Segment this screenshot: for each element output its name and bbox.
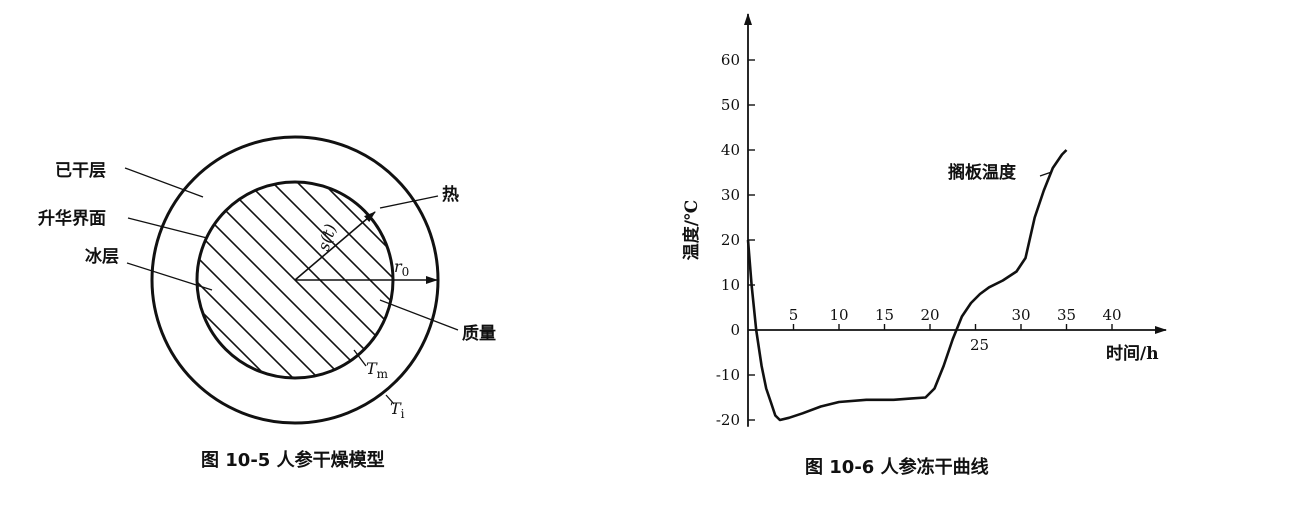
- x-tick-label: 5: [789, 306, 799, 324]
- caption-figure-10-5: 图 10-5 人参干燥模型: [201, 449, 385, 471]
- origin-label: 0: [730, 321, 740, 339]
- y-tick-label: -20: [716, 411, 740, 429]
- label-tm: Tm: [366, 359, 389, 381]
- leader-dry-layer: [124, 167, 204, 198]
- x-tick-label: 15: [875, 306, 894, 324]
- x-tick-label: 35: [1057, 306, 1076, 324]
- label-ti: Ti: [390, 399, 405, 421]
- x-tick-label: 20: [920, 306, 939, 324]
- y-tick-label: 50: [721, 96, 740, 114]
- leader-mass: [379, 299, 459, 331]
- leader-interface: [127, 217, 208, 239]
- label-s-t: s(t): [314, 222, 340, 254]
- y-tick-label: 30: [721, 186, 740, 204]
- label-heat: 热: [442, 184, 459, 205]
- x-axis-label: 时间/h: [1106, 343, 1159, 364]
- y-tick-label: -10: [716, 366, 740, 384]
- y-tick-label: 10: [721, 276, 740, 294]
- chart-axes: [744, 13, 1167, 427]
- leader-tm: [353, 349, 367, 367]
- outer-dry-layer-circle: [150, 135, 440, 425]
- y-tick-label: 20: [721, 231, 740, 249]
- x-tick-label: 25: [970, 336, 989, 354]
- x-tick-label: 30: [1011, 306, 1030, 324]
- label-dry-layer: 已干层: [55, 161, 106, 181]
- label-r0: r0: [394, 257, 409, 279]
- svg-text:s(t): s(t): [314, 222, 340, 254]
- label-ice-layer: 冰层: [85, 246, 119, 267]
- annotation-shelf-temperature: 搁板温度: [948, 162, 1017, 183]
- y-tick-label: 60: [721, 51, 740, 69]
- annotation-leader: [1039, 171, 1051, 177]
- series-line-shelf-temperature: [746, 149, 1068, 422]
- drying-model-figure: 已干层 升华界面 冰层 热 质量 s(t) r0 Tm Ti 图 10-5 人参…: [38, 135, 496, 471]
- leader-ice-layer: [126, 262, 213, 291]
- leader-heat: [379, 195, 439, 209]
- s-t-radius-arrow: [294, 211, 376, 281]
- y-ticks: 60 50 40 30 20 10 -10 -20: [716, 51, 755, 429]
- x-ticks: 5 10 15 20 25 30 35 40: [789, 306, 1122, 354]
- label-sublimation-interface: 升华界面: [38, 208, 106, 229]
- x-tick-label: 40: [1102, 306, 1121, 324]
- label-mass: 质量: [462, 323, 496, 344]
- caption-figure-10-6: 图 10-6 人参冻干曲线: [805, 456, 989, 478]
- y-tick-label: 40: [721, 141, 740, 159]
- leader-ti: [385, 394, 395, 405]
- x-tick-label: 10: [829, 306, 848, 324]
- y-axis-label: 温度/℃: [681, 200, 702, 261]
